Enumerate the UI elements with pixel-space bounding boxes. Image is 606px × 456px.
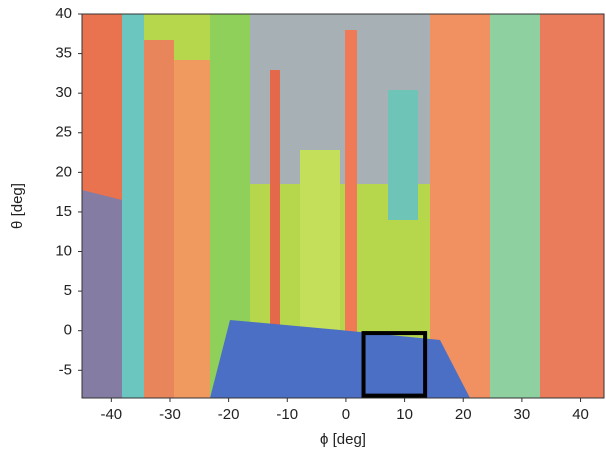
image: [82, 14, 604, 398]
image-region: [144, 40, 174, 398]
x-tick-label: -30: [159, 406, 181, 423]
image-region: [122, 14, 144, 398]
y-tick-label: 30: [55, 84, 72, 101]
x-axis-label: ϕ [deg]: [320, 431, 366, 448]
chart: ϕ [deg] θ [deg] -40 -30 -20 -10 0 10 20 30 40 -5 0…: [0, 0, 606, 456]
x-tick-label: 0: [342, 406, 350, 423]
y-tick-label: 5: [64, 282, 72, 299]
y-tick-label: 0: [64, 322, 72, 339]
x-tick-label: 40: [572, 406, 589, 423]
x-tick-label: -20: [218, 406, 240, 423]
image-region: [345, 30, 357, 340]
y-tick-label: 20: [55, 163, 72, 180]
y-tick-label: 40: [55, 5, 72, 22]
x-tick-label: 30: [514, 406, 531, 423]
x-tick-label: 10: [396, 406, 413, 423]
x-tick-label: -40: [100, 406, 122, 423]
y-tick-label: -5: [59, 361, 72, 378]
y-axis-label: θ [deg]: [9, 183, 26, 229]
y-tick-label: 35: [55, 45, 72, 62]
image-region: [82, 190, 122, 398]
image-region: [174, 60, 210, 398]
y-tick-label: 15: [55, 203, 72, 220]
y-tick-label: 25: [55, 124, 72, 141]
y-tick-label: 10: [55, 242, 72, 259]
image-region: [490, 14, 540, 398]
x-tick-label: 20: [455, 406, 472, 423]
image-region: [300, 150, 340, 340]
x-tick-label: -10: [276, 406, 298, 423]
image-region: [388, 90, 418, 220]
image-region: [540, 14, 604, 398]
